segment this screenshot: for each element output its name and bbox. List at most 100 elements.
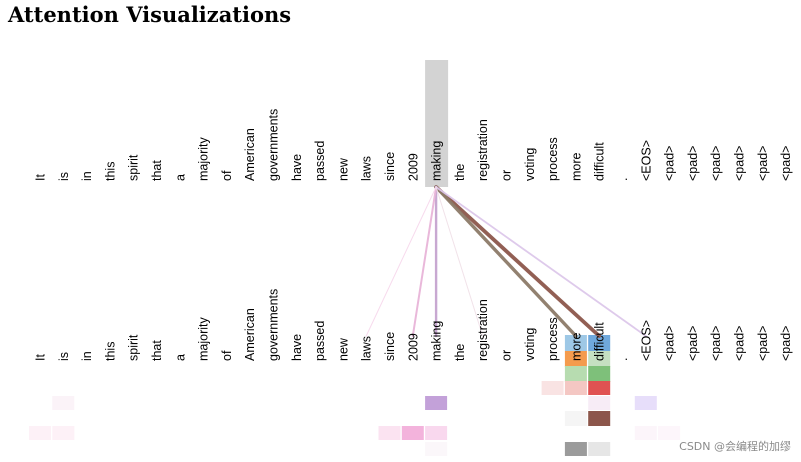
top-token: It [34, 174, 48, 181]
heatmap-cell [588, 335, 611, 351]
top-token-row: It is in this spirit that a majority of American g… [34, 109, 794, 181]
bottom-token: is [57, 352, 71, 361]
top-token: <pad> [663, 146, 677, 181]
top-token: process [546, 137, 560, 181]
bottom-token: or [500, 350, 514, 361]
query-highlight [425, 60, 449, 187]
bottom-token: registration [476, 299, 490, 361]
heatmap-cell [658, 426, 681, 440]
heatmap-cell [425, 426, 448, 440]
top-token: or [500, 170, 514, 181]
heatmap-cell [588, 442, 611, 456]
bottom-token: difficult [593, 322, 607, 361]
bottom-token-row: It is in this spirit that a majority of American g… [34, 289, 794, 361]
top-token: governments [267, 109, 281, 181]
bottom-token: since [383, 332, 397, 361]
top-token: laws [360, 156, 374, 181]
heatmap-cell [541, 381, 564, 395]
bottom-token: <pad> [663, 326, 677, 361]
bottom-token: laws [360, 336, 374, 361]
bottom-token: more [569, 332, 583, 361]
bottom-token: It [34, 354, 48, 361]
heatmap-cell [425, 396, 448, 410]
heatmap-cell [564, 381, 587, 395]
bottom-token: voting [523, 328, 537, 361]
attention-link [434, 185, 578, 338]
heatmap-cell [401, 426, 424, 440]
bottom-token: passed [313, 321, 327, 361]
top-token: difficult [593, 142, 607, 181]
bottom-token: <pad> [756, 326, 770, 361]
bottom-token: the [453, 344, 467, 361]
top-token: spirit [127, 154, 141, 181]
bottom-token: making [430, 321, 444, 361]
bottom-token: governments [267, 289, 281, 361]
heatmap-cell [425, 442, 448, 456]
bottom-token: of [220, 350, 234, 361]
bottom-token: <pad> [709, 326, 723, 361]
bottom-token: 2009 [406, 333, 420, 361]
heatmap-cell [564, 335, 587, 351]
top-token: voting [523, 148, 537, 181]
bottom-token: <pad> [779, 326, 793, 361]
top-token: <pad> [686, 146, 700, 181]
top-token: majority [197, 136, 211, 181]
page-title: Attention Visualizations [8, 2, 292, 27]
top-token: new [336, 157, 350, 181]
query-token-highlight [425, 60, 449, 187]
top-token: . [616, 178, 630, 181]
heatmap-cell [588, 381, 611, 395]
attention-links [365, 185, 647, 338]
attention-link [365, 186, 437, 337]
bottom-token: American [243, 308, 257, 361]
heatmap-cell [564, 442, 587, 456]
bottom-token: majority [197, 316, 211, 361]
top-token: this [103, 162, 117, 181]
top-token: 2009 [406, 153, 420, 181]
top-token: in [80, 171, 94, 181]
bottom-token: in [80, 351, 94, 361]
attention-link [435, 186, 647, 337]
bottom-token: <EOS> [639, 320, 653, 361]
bottom-token: have [290, 334, 304, 361]
heatmap-cell [564, 411, 587, 426]
attention-heatmap [29, 335, 681, 456]
top-token: <pad> [733, 146, 747, 181]
top-token: the [453, 164, 467, 181]
attention-link [435, 186, 484, 337]
top-token: registration [476, 119, 490, 181]
bottom-token: <pad> [686, 326, 700, 361]
heatmap-cell [564, 366, 587, 382]
heatmap-cell [52, 396, 75, 410]
bottom-token: . [616, 358, 630, 361]
heatmap-cell [588, 351, 611, 367]
heatmap-cell [634, 396, 657, 410]
top-token: American [243, 128, 257, 181]
top-token: that [150, 160, 164, 181]
bottom-token: a [173, 354, 187, 361]
bottom-token: spirit [127, 334, 141, 361]
attention-link [434, 185, 602, 338]
bottom-token: this [103, 342, 117, 361]
heatmap-cell [564, 351, 587, 367]
watermark: CSDN @会编程的加缪 [679, 440, 791, 453]
top-token: passed [313, 141, 327, 181]
top-token: is [57, 172, 71, 181]
heatmap-cell [588, 411, 611, 426]
bottom-token: new [336, 337, 350, 361]
bottom-token: <pad> [733, 326, 747, 361]
top-token: <pad> [779, 146, 793, 181]
top-token: <EOS> [639, 140, 653, 181]
heatmap-cell [52, 426, 75, 440]
top-token: <pad> [709, 146, 723, 181]
top-token: more [569, 152, 583, 181]
bottom-token: process [546, 317, 560, 361]
top-token: have [290, 154, 304, 181]
top-token: making [430, 141, 444, 181]
top-token: of [220, 170, 234, 181]
top-token: since [383, 152, 397, 181]
heatmap-cell [29, 426, 51, 440]
heatmap-cell [634, 426, 657, 440]
top-token: a [173, 174, 187, 181]
